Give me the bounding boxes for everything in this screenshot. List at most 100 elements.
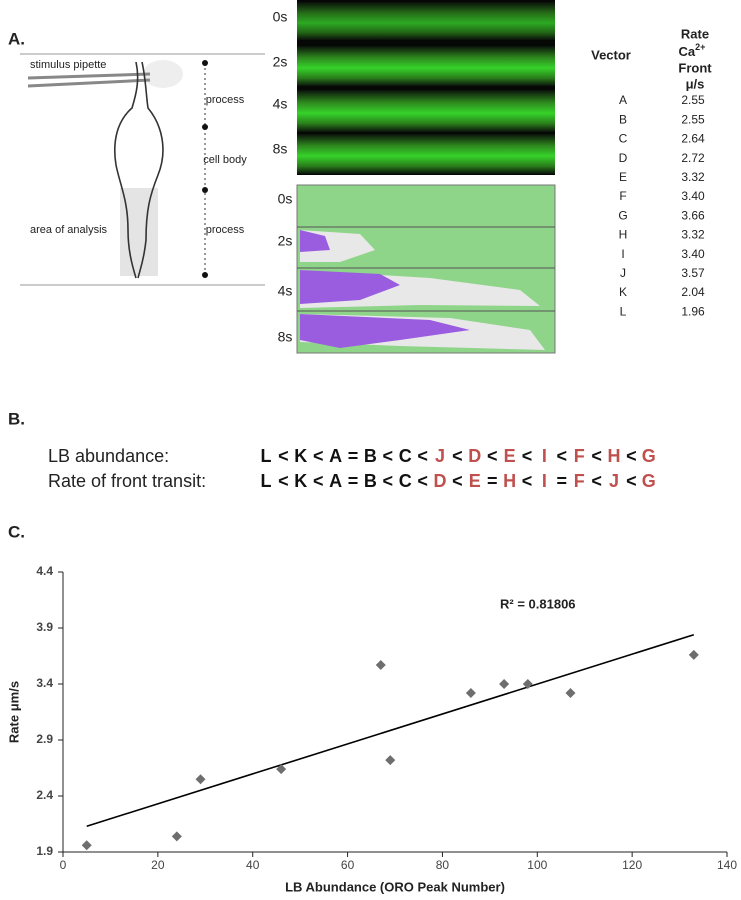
table-cell: 2.64 [681, 132, 705, 146]
order-label: LB abundance: [48, 446, 169, 466]
time-label: 8s [273, 141, 288, 157]
table-header: μ/s [686, 76, 705, 91]
segment-dot [202, 187, 208, 193]
table-cell: A [619, 93, 627, 107]
order-label: Rate of front transit: [48, 471, 206, 491]
map-region [300, 314, 470, 348]
y-tick-label: 2.9 [36, 732, 53, 746]
x-tick-label: 120 [622, 858, 642, 872]
micrograph-band [297, 134, 555, 174]
x-tick-label: 100 [527, 858, 547, 872]
y-tick-label: 3.9 [36, 620, 53, 634]
order-token: < [591, 471, 602, 491]
order-token: G [642, 471, 656, 491]
panel-label: B. [8, 409, 25, 428]
data-point [385, 755, 396, 766]
order-token: < [522, 446, 533, 466]
table-cell: 3.57 [681, 266, 705, 280]
order-token: < [383, 446, 394, 466]
table-cell: 3.32 [681, 228, 705, 242]
order-token: < [278, 446, 289, 466]
data-point [688, 649, 699, 660]
analysis-area [120, 188, 158, 276]
y-tick-label: 3.4 [36, 676, 53, 690]
table-cell: 2.72 [681, 151, 705, 165]
time-label: 2s [273, 54, 288, 70]
order-token: < [591, 446, 602, 466]
table-header: Ca2+ [679, 42, 706, 59]
pipette [27, 78, 151, 88]
order-token: J [435, 446, 445, 466]
x-tick-label: 40 [246, 858, 260, 872]
table-cell: 2.55 [681, 112, 705, 126]
table-header: Front [678, 60, 712, 75]
order-token: F [574, 471, 585, 491]
order-token: E [469, 471, 481, 491]
order-token: L [261, 471, 272, 491]
pipette [27, 72, 151, 80]
segment-dot [202, 272, 208, 278]
x-tick-label: 0 [60, 858, 67, 872]
segment-dot [202, 124, 208, 130]
order-token: = [487, 471, 498, 491]
order-token: < [417, 471, 428, 491]
analysis-label: area of analysis [30, 224, 108, 236]
order-token: < [487, 446, 498, 466]
y-tick-label: 1.9 [36, 844, 53, 858]
table-cell: 2.04 [681, 285, 705, 299]
panel-label: A. [8, 29, 25, 48]
y-axis-label: Rate μm/s [6, 681, 21, 743]
table-cell: F [619, 189, 626, 203]
x-tick-label: 60 [341, 858, 355, 872]
annotation: R² = 0.81806 [500, 596, 576, 611]
order-token: A [329, 471, 342, 491]
trendline [86, 633, 695, 828]
table-cell: 3.40 [681, 247, 705, 261]
order-token: B [364, 471, 377, 491]
table-header: Rate [681, 26, 709, 41]
order-token: < [522, 471, 533, 491]
data-point [375, 659, 386, 670]
segment-label: process [206, 224, 245, 236]
order-token: H [608, 446, 621, 466]
x-axis-label: LB Abundance (ORO Peak Number) [285, 879, 505, 894]
data-point [171, 831, 182, 842]
order-token: < [383, 471, 394, 491]
data-point [195, 774, 206, 785]
segment-label: process [206, 94, 245, 106]
time-label: 2s [278, 233, 293, 249]
map-region [300, 230, 330, 252]
order-token: < [417, 446, 428, 466]
table-cell: J [620, 266, 626, 280]
order-token: D [434, 471, 447, 491]
table-cell: B [619, 112, 627, 126]
micrograph-band [297, 46, 555, 86]
order-token: C [399, 471, 412, 491]
y-tick-label: 4.4 [36, 564, 53, 578]
order-token: G [642, 446, 656, 466]
segment-dot [202, 60, 208, 66]
order-token: = [348, 446, 359, 466]
table-cell: E [619, 170, 627, 184]
table-cell: I [621, 247, 624, 261]
time-label: 0s [273, 9, 288, 25]
time-label: 0s [278, 191, 293, 207]
order-token: D [468, 446, 481, 466]
micrograph-band [297, 2, 555, 40]
data-point [465, 687, 476, 698]
table-cell: G [618, 208, 627, 222]
order-token: K [294, 471, 307, 491]
table-cell: 1.96 [681, 304, 705, 318]
order-token: C [399, 446, 412, 466]
table-header: Vector [591, 47, 631, 62]
table-cell: 3.66 [681, 208, 705, 222]
order-token: E [504, 446, 516, 466]
data-point [499, 679, 510, 689]
table-cell: K [619, 285, 627, 299]
order-token: I [542, 446, 547, 466]
x-tick-label: 20 [151, 858, 165, 872]
order-token: < [313, 471, 324, 491]
order-token: < [557, 446, 568, 466]
order-token: < [452, 446, 463, 466]
order-token: < [313, 446, 324, 466]
